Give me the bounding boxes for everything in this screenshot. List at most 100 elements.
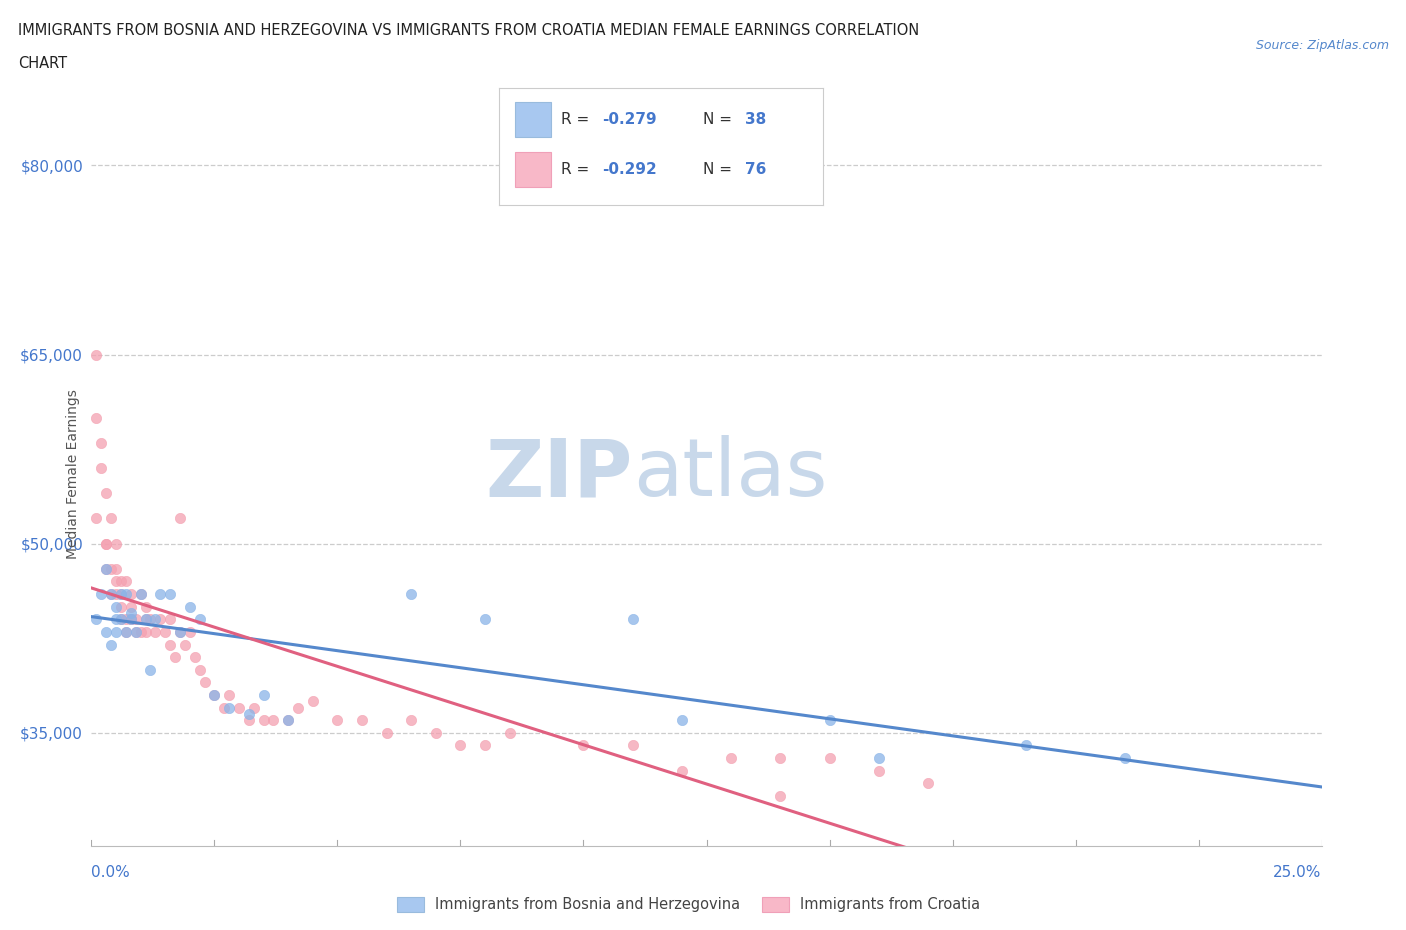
- Point: [145, 612, 166, 627]
- Point: [818, 712, 841, 727]
- Point: [100, 637, 122, 652]
- Legend: Immigrants from Bosnia and Herzegovina, Immigrants from Croatia: Immigrants from Bosnia and Herzegovina, …: [392, 891, 986, 918]
- Point: [86, 612, 108, 627]
- Point: [110, 612, 132, 627]
- Point: [135, 612, 156, 627]
- Point: [90, 587, 112, 602]
- Point: [90, 435, 112, 450]
- Point: [238, 712, 260, 727]
- Point: [114, 574, 138, 589]
- Point: [183, 650, 207, 665]
- Point: [202, 687, 225, 702]
- Point: [96, 537, 117, 551]
- Point: [399, 587, 422, 602]
- Point: [301, 694, 323, 709]
- Point: [1015, 738, 1038, 753]
- Point: [124, 624, 146, 639]
- Point: [720, 751, 742, 765]
- Point: [193, 675, 217, 690]
- Point: [174, 637, 197, 652]
- Point: [159, 612, 181, 627]
- Point: [129, 587, 152, 602]
- Point: [120, 612, 142, 627]
- Text: N =: N =: [703, 162, 737, 178]
- Point: [86, 511, 108, 525]
- Point: [169, 624, 191, 639]
- Point: [425, 725, 447, 740]
- Point: [149, 587, 172, 602]
- Point: [188, 662, 211, 677]
- Point: [917, 776, 939, 790]
- Text: 38: 38: [745, 113, 766, 127]
- Point: [105, 587, 127, 602]
- Point: [868, 764, 890, 778]
- Point: [238, 707, 260, 722]
- Point: [96, 624, 117, 639]
- Point: [120, 605, 142, 620]
- Point: [139, 662, 162, 677]
- Point: [352, 712, 374, 727]
- Point: [105, 612, 127, 627]
- Point: [120, 599, 142, 614]
- Point: [105, 599, 127, 614]
- Point: [572, 738, 595, 753]
- Text: CHART: CHART: [18, 56, 67, 71]
- Point: [868, 751, 890, 765]
- Point: [253, 687, 276, 702]
- Point: [120, 587, 142, 602]
- Point: [96, 537, 117, 551]
- Point: [114, 612, 138, 627]
- Point: [228, 700, 250, 715]
- Point: [149, 612, 172, 627]
- Point: [169, 624, 191, 639]
- Point: [129, 624, 152, 639]
- Point: [110, 574, 132, 589]
- Point: [105, 537, 127, 551]
- Point: [671, 764, 693, 778]
- Point: [218, 687, 240, 702]
- Point: [110, 599, 132, 614]
- Point: [769, 789, 792, 804]
- Point: [100, 587, 122, 602]
- Point: [135, 599, 156, 614]
- Point: [671, 712, 693, 727]
- Point: [135, 624, 156, 639]
- Text: atlas: atlas: [633, 435, 827, 513]
- Point: [188, 612, 211, 627]
- Point: [96, 485, 117, 500]
- Point: [163, 650, 186, 665]
- Point: [262, 712, 284, 727]
- FancyBboxPatch shape: [515, 153, 551, 187]
- Point: [96, 562, 117, 577]
- Point: [105, 574, 127, 589]
- Point: [145, 624, 166, 639]
- FancyBboxPatch shape: [515, 102, 551, 138]
- Point: [498, 725, 520, 740]
- Text: IMMIGRANTS FROM BOSNIA AND HERZEGOVINA VS IMMIGRANTS FROM CROATIA MEDIAN FEMALE : IMMIGRANTS FROM BOSNIA AND HERZEGOVINA V…: [18, 23, 920, 38]
- Point: [120, 612, 142, 627]
- Point: [86, 347, 108, 362]
- Text: -0.292: -0.292: [603, 162, 658, 178]
- Point: [242, 700, 264, 715]
- Point: [474, 738, 496, 753]
- Point: [179, 599, 201, 614]
- Point: [212, 700, 235, 715]
- Point: [253, 712, 276, 727]
- Point: [114, 624, 138, 639]
- Y-axis label: Median Female Earnings: Median Female Earnings: [66, 390, 80, 559]
- Text: N =: N =: [703, 113, 737, 127]
- Point: [129, 587, 152, 602]
- Text: Source: ZipAtlas.com: Source: ZipAtlas.com: [1256, 39, 1389, 52]
- Point: [287, 700, 309, 715]
- Point: [90, 460, 112, 475]
- Point: [159, 587, 181, 602]
- Text: 76: 76: [745, 162, 766, 178]
- Point: [326, 712, 349, 727]
- Point: [474, 612, 496, 627]
- Point: [135, 612, 156, 627]
- Text: 0.0%: 0.0%: [91, 865, 131, 880]
- Point: [202, 687, 225, 702]
- Point: [621, 612, 644, 627]
- Point: [110, 587, 132, 602]
- Point: [105, 562, 127, 577]
